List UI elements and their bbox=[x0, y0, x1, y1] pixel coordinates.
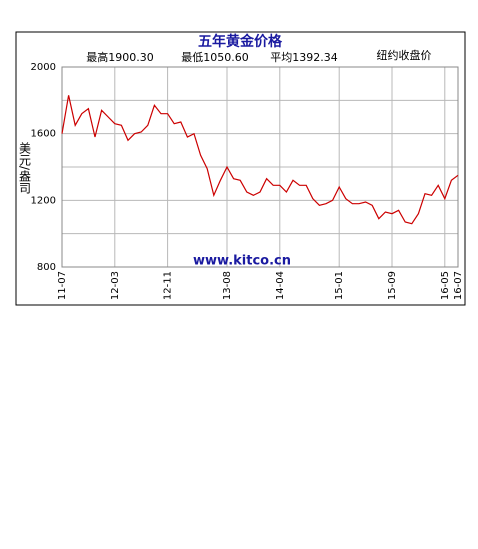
x-tick-label: 15-01 bbox=[334, 271, 345, 300]
chart-title: 五年黄金价格 bbox=[198, 33, 283, 50]
x-tick-label: 12-11 bbox=[163, 271, 174, 300]
y-tick-label: 1600 bbox=[31, 129, 56, 140]
x-tick-label: 16-05 bbox=[440, 271, 451, 300]
chart-frame bbox=[15, 31, 466, 306]
x-tick-label: 11-07 bbox=[57, 271, 68, 300]
plot-frame bbox=[61, 66, 459, 268]
x-tick-label: 16-07 bbox=[453, 271, 464, 300]
x-tick-label: 14-04 bbox=[275, 271, 286, 300]
y-tick-label: 2000 bbox=[31, 62, 56, 73]
y-tick-label: 800 bbox=[37, 262, 56, 273]
watermark: www.kitco.cn bbox=[193, 254, 291, 269]
stat-avg: 平均1392.34 bbox=[270, 51, 338, 64]
y-axis-label: 美元/盎司 bbox=[18, 142, 32, 194]
y-tick-label: 1200 bbox=[31, 195, 56, 206]
x-tick-label: 13-08 bbox=[222, 271, 233, 300]
note: 纽约收盘价 bbox=[377, 48, 432, 62]
price-line bbox=[61, 95, 459, 225]
stat-low: 最低1050.60 bbox=[181, 51, 249, 64]
x-tick-label: 15-09 bbox=[387, 271, 398, 300]
stat-high: 最高1900.30 bbox=[86, 50, 154, 64]
x-tick-label: 12-03 bbox=[110, 271, 121, 300]
